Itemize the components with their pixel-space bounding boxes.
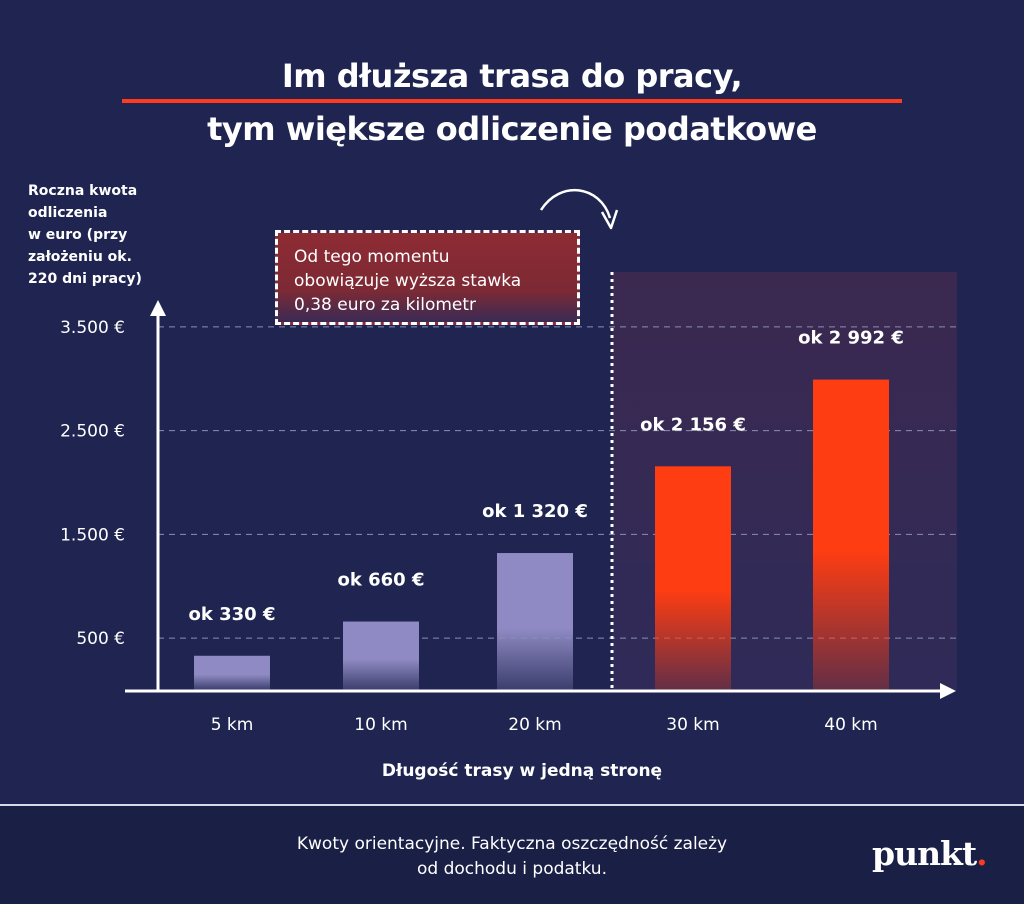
chart-title-line-1: Im dłuższa trasa do pracy, xyxy=(281,57,743,95)
y-axis-label-line: założeniu ok. xyxy=(28,249,132,265)
footnote-line: od dochodu i podatku. xyxy=(417,859,607,879)
punkt-logo: punkt. xyxy=(872,834,988,873)
bar-20km xyxy=(497,553,573,690)
y-tick-labels: 500 € 1.500 € 2.500 € 3.500 € xyxy=(60,318,125,649)
x-tick-label: 5 km xyxy=(211,715,254,735)
bars xyxy=(194,379,889,690)
y-tick-label: 3.500 € xyxy=(60,318,125,338)
y-tick-label: 500 € xyxy=(76,629,125,649)
x-axis-label: Długość trasy w jedną stronę xyxy=(382,761,662,781)
value-label: ok 1 320 € xyxy=(482,501,588,522)
y-axis-label-line: w euro (przy xyxy=(28,227,128,243)
value-label: ok 330 € xyxy=(189,604,276,625)
y-axis-arrow xyxy=(150,300,166,316)
y-axis-label: Roczna kwota odliczenia w euro (przy zał… xyxy=(28,180,168,290)
x-axis-arrow xyxy=(940,683,956,699)
title-underline xyxy=(122,99,902,103)
footnote-line: Kwoty orientacyjne. Faktyczna oszczędnoś… xyxy=(296,834,728,854)
bar-5km xyxy=(194,655,270,690)
x-tick-label: 10 km xyxy=(354,715,407,735)
bar-30km xyxy=(655,466,731,690)
bar-40km xyxy=(813,379,889,690)
note-line: obowiązuje wyższa stawka xyxy=(294,271,522,291)
bar-chart: ok 330 € ok 660 € ok 1 320 € ok 2 156 € ok 2… xyxy=(60,188,957,781)
footnote: Kwoty orientacyjne. Faktyczna oszczędnoś… xyxy=(212,832,812,882)
higher-rate-note: Od tego momentu obowiązuje wyższa stawka… xyxy=(275,230,580,325)
note-line: 0,38 euro za kilometr xyxy=(294,295,477,315)
chart-title-line-2: tym większe odliczenie podatkowe xyxy=(207,110,817,148)
value-label: ok 2 156 € xyxy=(640,414,746,435)
value-label: ok 2 992 € xyxy=(798,328,904,349)
footer xyxy=(0,806,1024,904)
x-tick-label: 40 km xyxy=(824,715,877,735)
y-axis-label-line: 220 dni pracy) xyxy=(28,271,142,287)
y-axis-label-line: odliczenia xyxy=(28,205,108,221)
logo-dot: . xyxy=(976,834,987,873)
value-label: ok 660 € xyxy=(338,570,425,591)
bar-10km xyxy=(343,621,419,690)
y-tick-label: 1.500 € xyxy=(60,525,125,545)
y-axis-label-line: Roczna kwota xyxy=(28,183,138,199)
x-tick-label: 20 km xyxy=(508,715,561,735)
curved-arrow-head xyxy=(600,209,619,230)
x-tick-label: 30 km xyxy=(666,715,719,735)
x-tick-labels: 5 km 10 km 20 km 30 km 40 km xyxy=(211,715,878,735)
value-labels: ok 330 € ok 660 € ok 1 320 € ok 2 156 € ok 2… xyxy=(189,328,904,625)
curved-arrow-icon xyxy=(539,188,612,219)
logo-text: punkt xyxy=(872,834,977,873)
note-line: Od tego momentu xyxy=(294,247,450,267)
footer-divider xyxy=(0,804,1024,806)
y-tick-label: 2.500 € xyxy=(60,422,125,442)
